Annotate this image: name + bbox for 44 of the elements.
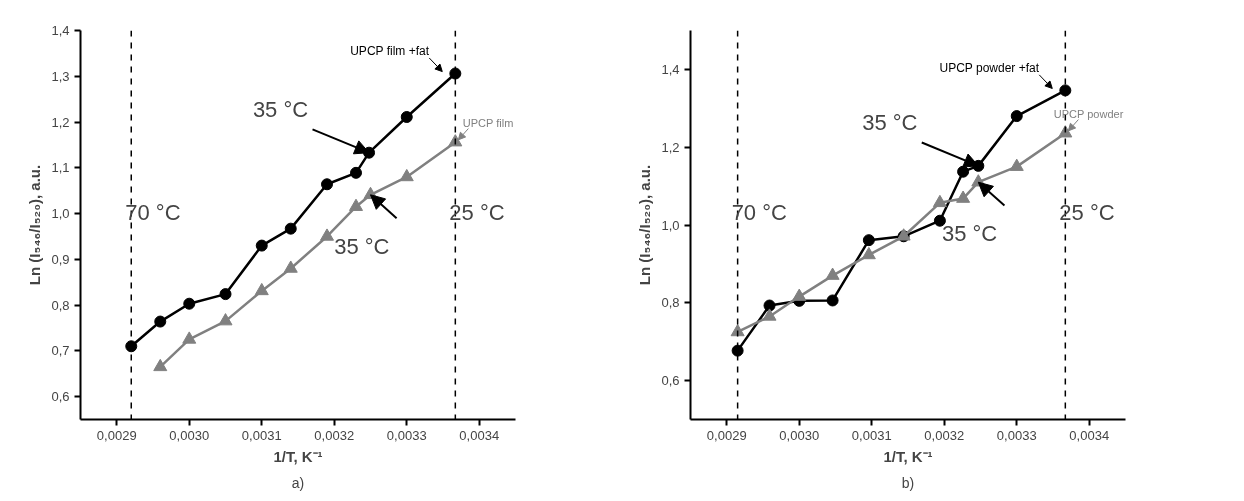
y-axis-title: Ln (I₅₄₆/I₅₂₀), a.u. [26, 164, 44, 286]
x-tick-label: 0,0033 [996, 427, 1037, 443]
x-tick-label: 0,0032 [314, 427, 355, 443]
x-tick-label: 0,0034 [459, 427, 500, 443]
x-tick-label: 0,0034 [1069, 427, 1110, 443]
y-tick-label: 0,9 [51, 251, 70, 267]
ref-line-label: 25 °C [1059, 200, 1115, 225]
y-tick-label: 1,0 [661, 217, 680, 233]
y-tick-label: 1,4 [661, 61, 680, 77]
text: UPCP powder +fat [939, 60, 1040, 75]
y-axis-title: Ln (I₅₄₆/I₅₂₀), a.u. [636, 164, 654, 286]
x-axis-title: 1/T, K⁻¹ [273, 447, 323, 465]
series-label: UPCP powder [1053, 107, 1124, 120]
series-label: UPCP film [462, 116, 514, 129]
text: a) [291, 474, 305, 491]
y-tick-label: 0,6 [51, 389, 70, 405]
y-tick-label: 0,8 [51, 297, 70, 313]
y-tick-label: 0,6 [661, 373, 680, 389]
x-tick-label: 0,0031 [241, 427, 282, 443]
text: b) [901, 474, 915, 491]
y-tick-label: 0,7 [51, 343, 70, 359]
y-tick-label: 1,2 [661, 139, 680, 155]
x-tick-label: 0,0030 [779, 427, 820, 443]
x-axis-title: 1/T, K⁻¹ [883, 447, 933, 465]
annotation: 35 °C [862, 109, 918, 135]
x-tick-label: 0,0029 [706, 427, 747, 443]
ref-line-label: 70 °C [731, 200, 788, 225]
text: UPCP film +fat [350, 43, 430, 58]
annotation: 35 °C [941, 221, 998, 247]
ref-line-label: 70 °C [125, 200, 181, 225]
x-tick-label: 0,0033 [386, 427, 427, 443]
y-tick-label: 1,2 [51, 114, 70, 130]
x-tick-label: 0,0029 [96, 427, 137, 443]
annotation: 35 °C [252, 96, 309, 122]
x-tick-label: 0,0030 [169, 427, 210, 443]
annotation: 35 °C [334, 233, 390, 259]
y-tick-label: 1,1 [51, 160, 70, 176]
x-tick-label: 0,0031 [851, 427, 892, 443]
y-tick-label: 1,4 [51, 23, 70, 38]
y-tick-label: 1,0 [51, 206, 70, 222]
y-tick-label: 0,8 [661, 295, 680, 311]
ref-line-label: 25 °C [449, 200, 505, 225]
y-tick-label: 1,3 [51, 68, 70, 84]
x-tick-label: 0,0032 [924, 427, 965, 443]
